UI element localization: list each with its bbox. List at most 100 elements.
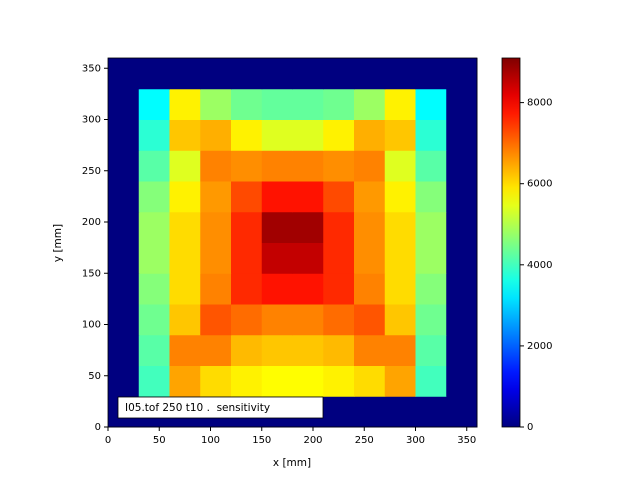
heat-cell (415, 181, 447, 213)
heat-cell (231, 365, 263, 397)
colorbar-tick-label: 6000 (527, 179, 552, 190)
heat-cell (446, 58, 478, 90)
heat-cell (292, 334, 324, 366)
heat-cell (415, 304, 447, 336)
heat-cell (446, 334, 478, 366)
heat-cell (231, 334, 263, 366)
heatmap (108, 58, 478, 428)
heat-cell (108, 119, 140, 151)
heat-cell (108, 211, 140, 243)
heat-cell (415, 150, 447, 182)
heat-cell (261, 181, 293, 213)
y-tick-label: 200 (82, 217, 101, 228)
heat-cell (261, 150, 293, 182)
y-axis-label: y [mm] (52, 224, 64, 262)
heat-cell (292, 119, 324, 151)
x-tick-label: 200 (303, 435, 322, 446)
heat-cell (292, 211, 324, 243)
heat-cell (323, 334, 355, 366)
heat-cell (231, 119, 263, 151)
heat-cell (108, 58, 140, 90)
heat-cell (323, 396, 355, 428)
heat-cell (169, 334, 201, 366)
heat-cell (446, 88, 478, 120)
heat-cell (354, 119, 386, 151)
heat-cell (261, 119, 293, 151)
heat-cell (169, 181, 201, 213)
heat-cell (200, 119, 232, 151)
plot-frame (107, 57, 478, 428)
heat-cell (415, 211, 447, 243)
heat-cell (415, 334, 447, 366)
heat-cell (354, 150, 386, 182)
y-tick-label: 250 (82, 166, 101, 177)
heat-cell (138, 181, 170, 213)
heat-cell (415, 88, 447, 120)
heat-cell (261, 334, 293, 366)
heat-cell (354, 211, 386, 243)
heat-cell (323, 119, 355, 151)
x-tick-label: 150 (252, 435, 271, 446)
heat-cell (323, 58, 355, 90)
heat-cell (169, 242, 201, 274)
heat-cell (446, 365, 478, 397)
heat-cell (138, 365, 170, 397)
heat-cell (354, 273, 386, 305)
heat-cell (446, 181, 478, 213)
heat-cell (292, 58, 324, 90)
heat-cell (169, 273, 201, 305)
heat-cell (292, 88, 324, 120)
x-tick-label: 0 (105, 435, 111, 446)
heat-cell (261, 58, 293, 90)
heat-cell (231, 88, 263, 120)
x-tick-label: 350 (457, 435, 476, 446)
heat-cell (108, 181, 140, 213)
heat-cell (108, 273, 140, 305)
heat-cell (323, 242, 355, 274)
annotation: I05.tof 250 t10 . sensitivity (125, 402, 270, 414)
colorbar-tick-label: 8000 (527, 98, 552, 109)
heat-cell (446, 273, 478, 305)
y-tick-label: 350 (82, 63, 101, 74)
heat-cell (415, 396, 447, 428)
heat-cell (446, 304, 478, 336)
x-tick-label: 50 (153, 435, 166, 446)
heat-cell (169, 119, 201, 151)
colorbar-tick-label: 4000 (527, 260, 552, 271)
heat-cell (200, 88, 232, 120)
heat-cell (138, 334, 170, 366)
heat-cell (231, 58, 263, 90)
heat-cell (108, 365, 140, 397)
heat-cell (323, 304, 355, 336)
heat-cell (200, 58, 232, 90)
heat-cell (169, 150, 201, 182)
heat-cell (384, 211, 416, 243)
heat-cell (354, 365, 386, 397)
heat-cell (354, 88, 386, 120)
heat-cell (415, 273, 447, 305)
heat-cell (108, 304, 140, 336)
heat-cell (200, 242, 232, 274)
heat-cell (261, 304, 293, 336)
heat-cell (292, 273, 324, 305)
heat-cell (384, 365, 416, 397)
heat-cell (446, 396, 478, 428)
heat-cell (261, 211, 293, 243)
y-tick-label: 0 (95, 422, 101, 433)
heat-cell (231, 242, 263, 274)
heat-cell (384, 304, 416, 336)
heat-cell (169, 211, 201, 243)
heat-cell (446, 119, 478, 151)
heat-cell (323, 181, 355, 213)
heat-cell (138, 304, 170, 336)
heat-cell (292, 150, 324, 182)
heat-cell (292, 181, 324, 213)
heat-cell (231, 211, 263, 243)
heat-cell (415, 365, 447, 397)
heat-cell (384, 150, 416, 182)
heat-cell (384, 119, 416, 151)
heat-cell (138, 242, 170, 274)
heat-cell (354, 396, 386, 428)
heat-cell (108, 334, 140, 366)
heat-cell (384, 396, 416, 428)
